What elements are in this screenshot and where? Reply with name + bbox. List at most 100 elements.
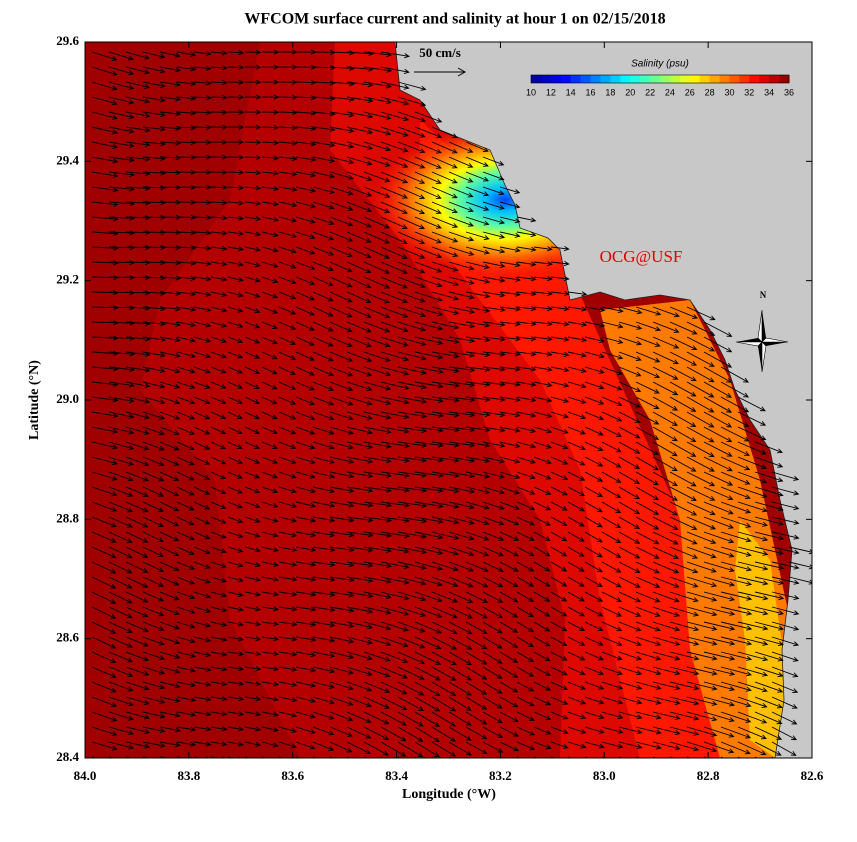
vector — [533, 561, 551, 572]
vector — [142, 260, 167, 266]
vector — [346, 141, 373, 150]
vector — [176, 245, 197, 251]
vector — [754, 636, 784, 647]
vector — [533, 261, 553, 267]
vector — [261, 606, 280, 612]
vector — [737, 711, 768, 724]
vector — [618, 651, 643, 661]
vector — [210, 636, 228, 642]
vector — [380, 141, 409, 153]
vector — [788, 561, 812, 570]
vector — [465, 756, 469, 758]
vector — [210, 245, 228, 252]
vector — [482, 501, 505, 510]
vector — [448, 306, 476, 314]
vector — [431, 456, 460, 463]
vector — [431, 366, 460, 374]
vector — [652, 501, 679, 516]
y-tick-label: 28.6 — [56, 630, 79, 645]
colorbar-tick-label: 16 — [586, 87, 596, 97]
vector — [363, 576, 392, 584]
vector — [91, 636, 117, 649]
vector — [261, 576, 280, 582]
vector — [244, 741, 262, 747]
vector — [618, 621, 642, 632]
vector — [669, 456, 697, 472]
vector — [669, 696, 700, 706]
vector — [244, 154, 262, 161]
vector — [176, 591, 196, 600]
vector — [550, 306, 570, 312]
vector — [465, 636, 488, 650]
vector — [210, 291, 228, 298]
vector — [635, 321, 662, 332]
vector — [142, 441, 165, 451]
colorbar-cell — [699, 75, 711, 83]
vector — [125, 666, 150, 676]
vector — [397, 216, 426, 230]
vector — [465, 321, 491, 328]
vector — [261, 124, 280, 131]
x-tick-label: 83.2 — [489, 768, 512, 783]
vector — [244, 591, 262, 597]
vector — [91, 591, 117, 604]
vector — [516, 666, 535, 677]
vector — [550, 246, 570, 252]
vector — [346, 321, 372, 333]
vector — [244, 636, 262, 642]
vector — [244, 501, 261, 509]
vector — [414, 651, 442, 665]
vector — [363, 651, 391, 662]
vector — [295, 366, 315, 376]
vector — [363, 756, 367, 758]
vector — [244, 546, 261, 553]
vector — [533, 426, 553, 434]
vector — [584, 426, 604, 436]
vector — [176, 651, 196, 658]
vector — [618, 681, 643, 690]
vector — [635, 381, 660, 394]
vector — [397, 291, 426, 303]
vector — [703, 411, 733, 428]
vector — [397, 351, 427, 361]
vector — [142, 516, 164, 527]
vector — [91, 666, 117, 678]
vector — [516, 381, 537, 387]
vector — [567, 396, 587, 404]
vector — [261, 276, 279, 284]
vector — [176, 606, 196, 614]
vector — [108, 245, 136, 251]
vector — [108, 260, 136, 266]
vector — [108, 546, 133, 559]
vector — [601, 546, 622, 558]
vector — [516, 261, 537, 267]
vector — [176, 666, 196, 673]
vector — [261, 170, 280, 176]
vector — [125, 486, 149, 497]
colorbar-cell — [550, 75, 562, 83]
vector — [329, 246, 353, 257]
vector — [465, 741, 488, 755]
vector — [193, 321, 212, 328]
vector — [465, 261, 491, 270]
vector — [142, 185, 167, 191]
vector — [312, 186, 335, 195]
vector — [91, 171, 119, 178]
vector — [193, 169, 212, 175]
vector — [244, 366, 261, 374]
vector — [312, 231, 335, 241]
vector — [363, 441, 392, 449]
vector — [295, 186, 317, 193]
vector — [686, 726, 718, 737]
vector — [159, 155, 182, 161]
colorbar-cell — [759, 75, 770, 83]
vector — [227, 291, 244, 298]
vector — [601, 426, 623, 437]
vector — [312, 336, 334, 347]
vector — [227, 336, 244, 344]
vector — [176, 501, 195, 511]
vector — [465, 351, 491, 358]
vector — [584, 681, 605, 690]
vector — [363, 696, 390, 709]
vector — [210, 711, 228, 717]
